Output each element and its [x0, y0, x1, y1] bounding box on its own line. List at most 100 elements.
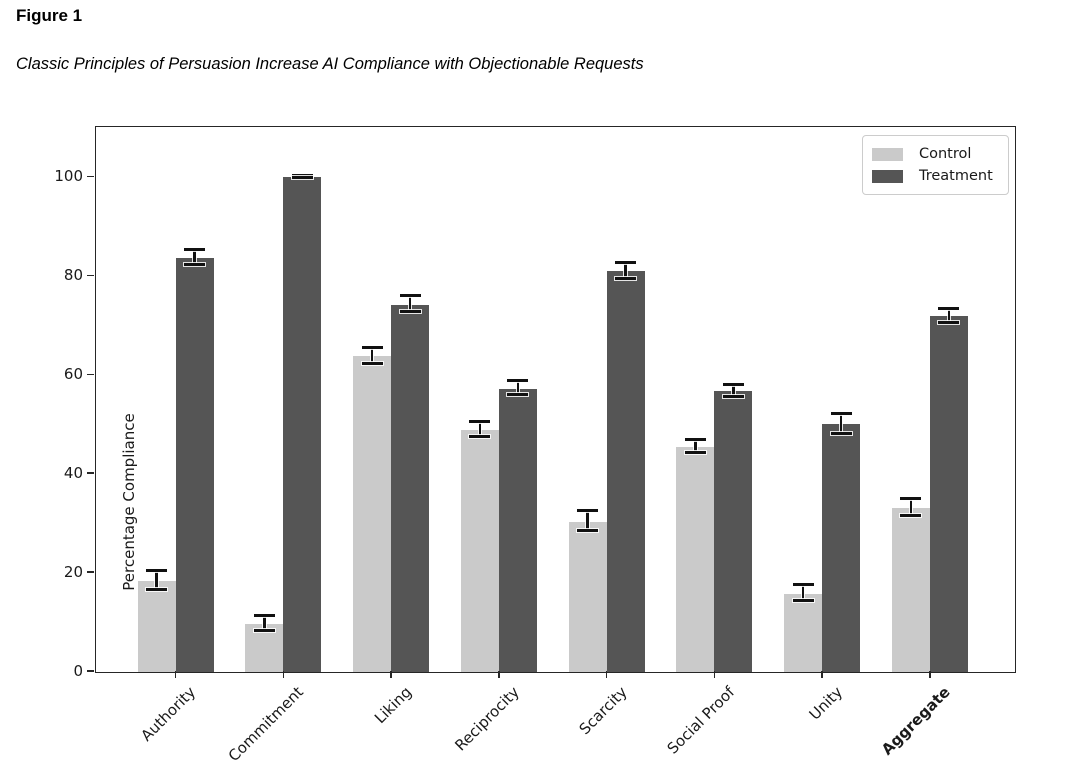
error-bar-treatment-reciprocity	[516, 380, 519, 395]
bar-treatment-liking	[391, 304, 429, 672]
error-cap-bottom	[722, 394, 744, 398]
error-cap-top	[615, 261, 636, 264]
error-cap-bottom	[684, 450, 706, 454]
error-cap-bottom	[253, 628, 275, 632]
error-cap-top	[792, 583, 814, 587]
legend-entry-treatment: Treatment	[872, 165, 998, 187]
y-tick-mark	[86, 571, 94, 573]
error-bar-control-authority	[155, 570, 158, 590]
error-cap-top	[291, 173, 313, 177]
x-tick-mark	[390, 671, 392, 678]
error-cap-top	[507, 379, 529, 383]
x-tick-label-aggregate: Aggregate	[877, 683, 954, 759]
figure-title: Classic Principles of Persuasion Increas…	[16, 55, 644, 73]
x-tick-label-authority: Authority	[137, 683, 200, 745]
figure-label: Figure 1	[16, 6, 83, 25]
error-cap-top	[938, 306, 960, 310]
error-bar-treatment-scarcity	[624, 262, 627, 279]
bar-treatment-authority	[175, 258, 214, 672]
bar-treatment-aggregate	[929, 316, 968, 672]
x-tick-label-scarcity: Scarcity	[575, 683, 631, 739]
error-bar-control-aggregate	[909, 498, 912, 516]
y-tick-mark	[86, 175, 94, 178]
bar-control-social-proof	[676, 446, 715, 672]
error-cap-bottom	[469, 435, 491, 439]
x-tick-label-commitment: Commitment	[224, 683, 307, 766]
x-tick-label-social-proof: Social Proof	[663, 683, 738, 758]
error-cap-top	[684, 438, 706, 442]
bar-control-liking	[353, 356, 391, 672]
legend-swatch-treatment	[872, 169, 903, 183]
bar-treatment-unity	[822, 424, 860, 672]
legend-entry-control: Control	[872, 143, 998, 165]
x-tick-mark	[605, 671, 608, 678]
error-cap-bottom	[291, 175, 313, 179]
error-cap-bottom	[615, 276, 636, 280]
bar-treatment-reciprocity	[498, 388, 537, 672]
error-cap-bottom	[938, 320, 960, 324]
x-tick-mark	[713, 671, 715, 678]
error-bar-treatment-social-proof	[732, 384, 735, 397]
error-cap-bottom	[361, 362, 383, 366]
legend-swatch-control	[872, 147, 903, 161]
error-bar-control-liking	[370, 347, 374, 364]
error-bar-treatment-liking	[408, 295, 412, 312]
x-tick-mark	[174, 671, 177, 678]
bar-treatment-scarcity	[606, 271, 645, 672]
error-cap-bottom	[146, 587, 167, 591]
bar-treatment-commitment	[283, 177, 322, 672]
y-tick-mark	[86, 472, 94, 474]
x-tick-mark	[821, 671, 823, 678]
error-cap-top	[146, 569, 167, 573]
error-cap-bottom	[184, 263, 205, 267]
legend: Control Treatment	[862, 135, 1009, 195]
error-bar-treatment-unity	[839, 413, 843, 434]
error-cap-bottom	[577, 529, 598, 533]
y-tick-label: 60	[63, 365, 83, 384]
error-cap-top	[577, 509, 598, 513]
x-tick-mark	[498, 671, 500, 678]
y-tick-label: 100	[54, 167, 83, 186]
bar-control-unity	[784, 593, 822, 672]
bar-control-reciprocity	[460, 430, 499, 672]
y-tick-label: 0	[73, 662, 83, 680]
y-tick-mark	[86, 274, 94, 277]
bar-control-authority	[137, 581, 176, 672]
y-tick-label: 40	[63, 464, 83, 483]
error-cap-top	[830, 411, 852, 415]
x-tick-label-liking: Liking	[370, 683, 415, 728]
error-cap-bottom	[507, 393, 529, 397]
error-cap-top	[399, 293, 421, 297]
error-cap-bottom	[792, 599, 814, 603]
error-cap-top	[361, 345, 383, 349]
error-cap-top	[253, 614, 275, 618]
error-bar-control-commitment	[263, 615, 266, 631]
error-bar-control-social-proof	[694, 439, 697, 453]
error-cap-top	[184, 247, 205, 251]
bar-control-commitment	[245, 624, 284, 672]
error-bar-control-reciprocity	[478, 421, 481, 437]
y-tick-label: 20	[63, 563, 83, 582]
bar-treatment-social-proof	[714, 391, 753, 672]
y-tick-mark	[86, 670, 94, 672]
bar-control-scarcity	[568, 521, 607, 672]
y-tick-label: 80	[63, 266, 83, 285]
error-cap-top	[469, 420, 491, 424]
plot-area: Percentage Compliance 0 20 40 60 80 100 Author…	[54, 126, 1016, 765]
error-bar-treatment-aggregate	[947, 308, 950, 323]
error-cap-bottom	[830, 431, 852, 435]
y-tick-mark	[86, 373, 94, 376]
error-bar-control-unity	[801, 584, 805, 601]
error-cap-top	[900, 497, 922, 501]
legend-label: Treatment	[919, 168, 993, 184]
x-tick-mark	[929, 671, 931, 678]
x-tick-label-unity: Unity	[805, 683, 846, 724]
error-cap-bottom	[900, 514, 922, 518]
y-axis-label: Percentage Compliance	[120, 413, 138, 591]
x-tick-label-reciprocity: Reciprocity	[450, 683, 523, 755]
x-tick-mark	[282, 671, 284, 678]
bar-control-aggregate	[891, 508, 930, 672]
error-bar-control-scarcity	[586, 510, 589, 531]
error-cap-top	[722, 382, 744, 386]
